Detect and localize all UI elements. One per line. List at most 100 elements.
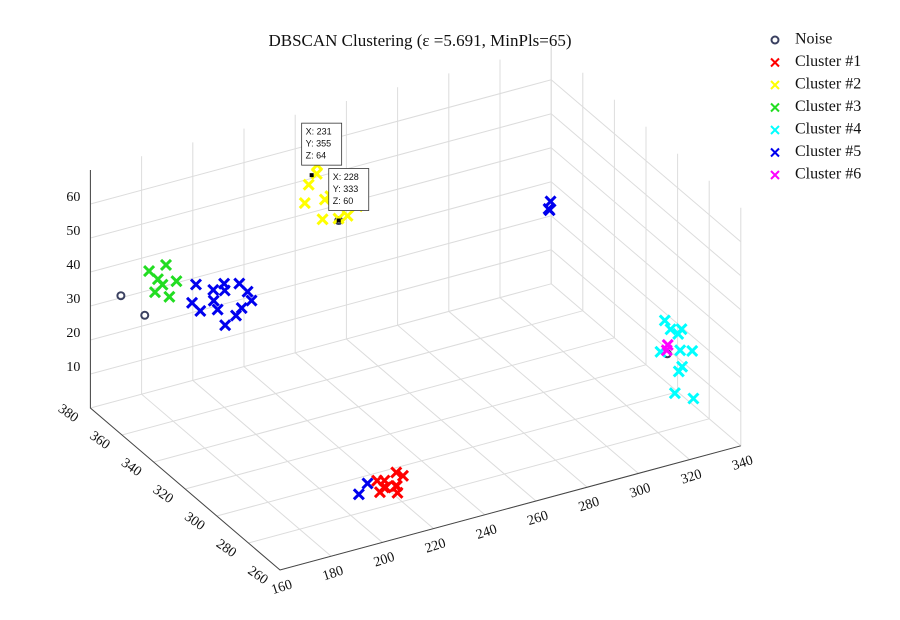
cluster-point <box>361 477 374 490</box>
y-tick-label: 260 <box>245 564 271 588</box>
cluster-point <box>163 290 176 303</box>
data-tip-text: Y: 333 <box>333 184 359 194</box>
grid-line <box>90 215 742 379</box>
data-tip: X: 228 Y: 333 Z: 60 <box>328 168 370 223</box>
cluster-point <box>298 196 311 210</box>
cluster-point <box>189 278 203 291</box>
noise-point <box>116 291 126 301</box>
legend-label: Cluster #2 <box>795 76 861 93</box>
legend-item: Cluster #2 <box>770 76 861 93</box>
grid-line <box>121 72 584 436</box>
z-tick-label: 50 <box>66 224 80 239</box>
legend-label: Noise <box>795 31 832 48</box>
cluster-point <box>156 278 169 291</box>
grid-line <box>90 249 742 413</box>
y-tick-label: 320 <box>150 483 176 507</box>
x-tick-label: 160 <box>270 577 295 598</box>
cluster-point <box>391 486 404 499</box>
cluster-point <box>674 344 687 357</box>
legend-marker <box>770 57 780 68</box>
legend-marker <box>770 170 780 180</box>
grid-line <box>185 126 647 490</box>
cluster-point <box>664 323 677 336</box>
legend-label: Cluster #4 <box>795 121 861 138</box>
legend-item: Cluster #4 <box>770 121 861 138</box>
grid-line <box>153 99 615 463</box>
data-tip-text: Z: 60 <box>333 196 354 206</box>
cluster-point <box>661 338 674 351</box>
legend-label: Cluster #5 <box>795 143 861 160</box>
data-tip: X: 231 Y: 355 Z: 64 <box>301 122 343 178</box>
z-tick-label: 30 <box>66 292 80 307</box>
data-tip-text: Z: 64 <box>306 151 327 161</box>
data-tip-text: Y: 355 <box>306 139 332 149</box>
legend-label: Cluster #3 <box>795 98 861 115</box>
cluster-point <box>185 296 199 309</box>
cluster-point <box>170 275 183 288</box>
axis-line <box>89 170 741 571</box>
grid-line <box>90 181 742 345</box>
grid-line <box>90 147 742 311</box>
data-tip-anchor <box>309 173 314 178</box>
grid-line <box>90 45 552 409</box>
cluster-point <box>142 265 156 278</box>
x-tick-label: 260 <box>526 508 551 529</box>
cluster-point <box>219 319 232 332</box>
x-tick-label: 240 <box>474 522 499 543</box>
cluster-point <box>229 309 243 322</box>
x-tick-label: 180 <box>321 564 346 585</box>
data-tip-box <box>328 168 370 211</box>
y-tick-label: 280 <box>213 537 239 561</box>
cluster-point <box>332 212 345 225</box>
data-tip-text: X: 231 <box>306 127 332 137</box>
legend-marker <box>770 80 780 90</box>
cluster-point <box>687 392 700 405</box>
legend-marker <box>770 147 780 158</box>
legend-item: Cluster #5 <box>770 143 861 160</box>
legend-marker <box>770 102 780 113</box>
cluster-point <box>658 314 671 327</box>
legend-item: Noise <box>770 31 832 48</box>
legend-marker <box>770 125 780 135</box>
cluster-point <box>159 258 173 271</box>
z-tick-label: 20 <box>66 326 80 341</box>
x-tick-label: 300 <box>628 481 653 502</box>
cluster-point <box>211 303 224 316</box>
legend-marker <box>770 35 780 45</box>
cluster-point <box>390 466 403 479</box>
grid-line <box>90 113 742 277</box>
legend-label: Cluster #1 <box>795 53 861 70</box>
cluster-point <box>302 178 315 191</box>
cluster-point <box>676 360 689 373</box>
legend-item: Cluster #1 <box>770 53 861 70</box>
cluster-point <box>218 277 231 290</box>
legend-item: Cluster #3 <box>770 98 861 115</box>
x-tick-label: 320 <box>679 467 704 488</box>
x-tick-label: 340 <box>730 453 755 474</box>
cluster-point <box>668 387 681 400</box>
x-tick-label: 200 <box>372 550 397 571</box>
cluster-point <box>233 277 246 290</box>
y-tick-label: 360 <box>87 429 113 453</box>
cluster-point <box>341 209 354 222</box>
cluster-point <box>396 469 410 482</box>
legend-label: Cluster #6 <box>795 166 861 183</box>
cluster-point <box>672 327 685 341</box>
x-tick-label: 220 <box>423 536 448 557</box>
cluster-point <box>686 344 699 357</box>
cluster-point <box>245 294 258 307</box>
z-tick-label: 60 <box>66 190 80 205</box>
data-tip-anchor <box>336 218 341 223</box>
grid-line <box>248 180 710 544</box>
grid-line <box>90 79 742 243</box>
cluster-point <box>543 204 556 217</box>
y-tick-label: 300 <box>181 510 207 534</box>
y-tick-label: 380 <box>55 402 81 426</box>
chart-title: DBSCAN Clustering (ε =5.691, MinPls=65) <box>268 31 571 50</box>
z-tick-label: 10 <box>66 360 80 375</box>
noise-point <box>140 310 150 320</box>
y-tick-label: 340 <box>118 456 144 480</box>
cluster-point <box>352 488 365 501</box>
